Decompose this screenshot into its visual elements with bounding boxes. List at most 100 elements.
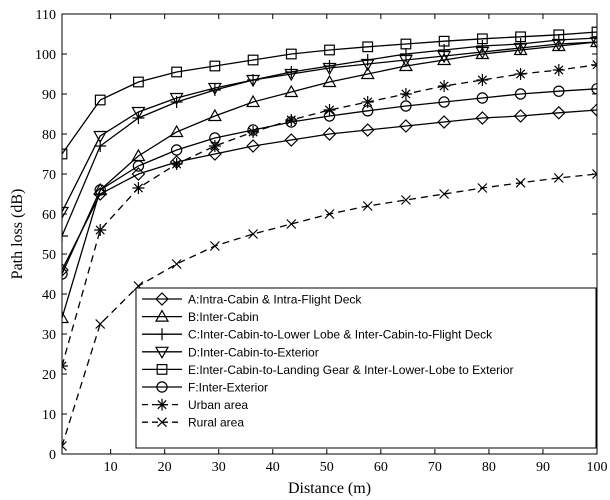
x-marker (248, 229, 259, 239)
x-marker (286, 219, 297, 229)
asterisk-marker (591, 58, 597, 71)
diamond-marker (284, 133, 299, 147)
legend-entry: B:Inter-Cabin (142, 309, 259, 324)
x-tick-label: 10 (104, 460, 118, 475)
asterisk-marker (208, 140, 221, 152)
asterisk-marker (62, 360, 68, 372)
square-marker (62, 148, 68, 160)
y-tick-label: 100 (35, 48, 56, 63)
x-tick-label: 50 (320, 460, 334, 475)
triangle-down-marker (62, 206, 70, 220)
x-marker (515, 177, 526, 188)
diamond-marker (246, 139, 260, 153)
y-tick-label: 50 (42, 248, 56, 263)
legend-label: D:Inter-Cabin-to-Exterior (188, 345, 319, 359)
triangle-down-marker (246, 74, 261, 88)
y-tick-label: 0 (49, 448, 56, 463)
asterisk-marker (247, 126, 260, 138)
x-marker (171, 259, 182, 269)
asterisk-marker (156, 398, 168, 411)
circle-marker (476, 92, 489, 104)
triangle-down-marker (207, 82, 222, 96)
triangle-up-marker (589, 34, 597, 48)
square-marker (515, 31, 526, 43)
x-marker (592, 169, 597, 179)
square-marker (133, 76, 144, 88)
series-line (62, 41, 597, 319)
plus-marker (156, 328, 168, 341)
x-marker (157, 417, 167, 428)
triangle-down-marker (437, 50, 452, 64)
legend-entry: C:Inter-Cabin-to-Lower Lobe & Inter-Cabi… (142, 328, 493, 342)
triangle-down-marker (131, 106, 146, 120)
triangle-up-marker (284, 84, 299, 98)
triangle-down-marker (360, 58, 375, 72)
x-marker (362, 201, 373, 211)
x-tick-label: 40 (266, 460, 280, 475)
square-marker (94, 94, 106, 106)
series-5 (62, 26, 597, 160)
square-marker (324, 44, 335, 56)
x-marker (477, 183, 488, 193)
asterisk-marker (514, 68, 527, 80)
series-line (62, 41, 597, 213)
legend-label: Urban area (188, 398, 248, 412)
triangle-down-marker (513, 42, 528, 56)
triangle-down-marker (322, 62, 337, 76)
circle-marker (438, 96, 450, 108)
square-marker (438, 35, 450, 47)
diamond-marker (590, 103, 597, 117)
triangle-up-marker (360, 66, 375, 80)
diamond-marker (131, 167, 146, 181)
series-4 (62, 36, 597, 220)
legend-label: F:Inter-Exterior (188, 381, 268, 395)
x-tick-label: 60 (374, 460, 388, 475)
y-tick-label: 60 (42, 208, 56, 223)
circle-marker (591, 83, 597, 95)
diamond-marker (322, 127, 337, 141)
square-marker (362, 41, 374, 53)
x-tick-label: 20 (158, 460, 172, 475)
circle-marker (514, 88, 527, 100)
y-tick-label: 90 (42, 88, 56, 103)
asterisk-marker (285, 114, 298, 126)
asterisk-marker (438, 80, 451, 92)
triangle-up-marker (437, 52, 452, 66)
triangle-up-marker (207, 108, 222, 122)
series-line (62, 31, 597, 155)
square-marker (285, 48, 297, 60)
circle-marker (156, 381, 168, 393)
triangle-down-marker (154, 346, 170, 360)
square-marker (476, 33, 488, 45)
plus-marker (399, 48, 412, 60)
diamond-marker (62, 263, 69, 277)
legend-entry: F:Inter-Exterior (142, 381, 268, 395)
diamond-marker (360, 123, 375, 137)
circle-marker (132, 160, 145, 172)
y-tick-label: 70 (42, 168, 56, 183)
x-tick-label: 30 (212, 460, 226, 475)
asterisk-marker (170, 158, 183, 170)
circle-marker (400, 100, 412, 112)
asterisk-marker (552, 64, 565, 76)
triangle-down-marker (475, 46, 490, 60)
legend-label: B:Inter-Cabin (188, 310, 259, 324)
asterisk-marker (361, 96, 374, 108)
series-line (62, 109, 597, 271)
x-tick-label: 80 (482, 460, 496, 475)
x-marker (439, 189, 450, 199)
square-marker (400, 38, 412, 50)
legend-label: A:Intra-Cabin & Intra-Flight Deck (188, 293, 362, 307)
triangle-up-marker (246, 94, 261, 108)
asterisk-marker (94, 224, 107, 236)
legend-box (135, 287, 597, 449)
asterisk-marker (399, 88, 412, 100)
x-marker (400, 195, 411, 205)
asterisk-marker (476, 74, 489, 86)
legend-entry: A:Intra-Cabin & Intra-Flight Deck (142, 292, 362, 307)
y-tick-label: 110 (36, 8, 56, 23)
square-marker (591, 26, 597, 38)
diamond-marker (475, 111, 490, 125)
legend: A:Intra-Cabin & Intra-Flight Deck B:Inter… (135, 287, 597, 449)
